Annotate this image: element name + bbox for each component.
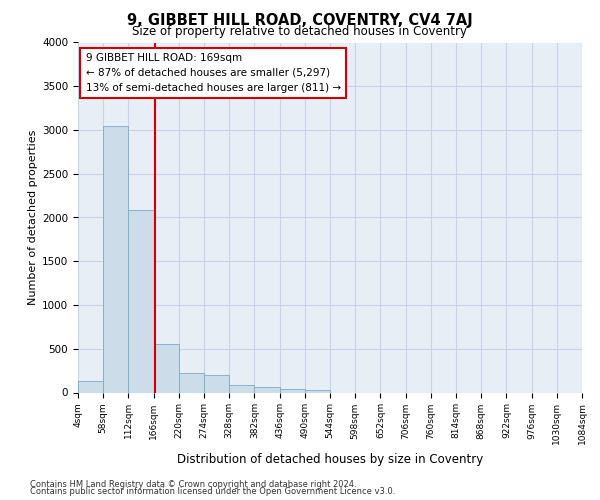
Bar: [78, 381, 103, 392]
Bar: [154, 344, 179, 393]
Bar: [179, 373, 204, 392]
Bar: [229, 384, 254, 392]
Bar: [103, 126, 128, 392]
X-axis label: Distribution of detached houses by size in Coventry: Distribution of detached houses by size …: [177, 452, 483, 466]
Y-axis label: Number of detached properties: Number of detached properties: [28, 130, 38, 305]
Bar: [254, 387, 280, 392]
Bar: [128, 210, 154, 392]
Text: Size of property relative to detached houses in Coventry: Size of property relative to detached ho…: [133, 25, 467, 38]
Text: 9, GIBBET HILL ROAD, COVENTRY, CV4 7AJ: 9, GIBBET HILL ROAD, COVENTRY, CV4 7AJ: [127, 12, 473, 28]
Bar: [280, 388, 305, 392]
Text: Contains public sector information licensed under the Open Government Licence v3: Contains public sector information licen…: [30, 488, 395, 496]
Text: 9 GIBBET HILL ROAD: 169sqm
← 87% of detached houses are smaller (5,297)
13% of s: 9 GIBBET HILL ROAD: 169sqm ← 87% of deta…: [86, 53, 341, 92]
Bar: [305, 390, 330, 392]
Text: Contains HM Land Registry data © Crown copyright and database right 2024.: Contains HM Land Registry data © Crown c…: [30, 480, 356, 489]
Bar: [204, 375, 229, 392]
